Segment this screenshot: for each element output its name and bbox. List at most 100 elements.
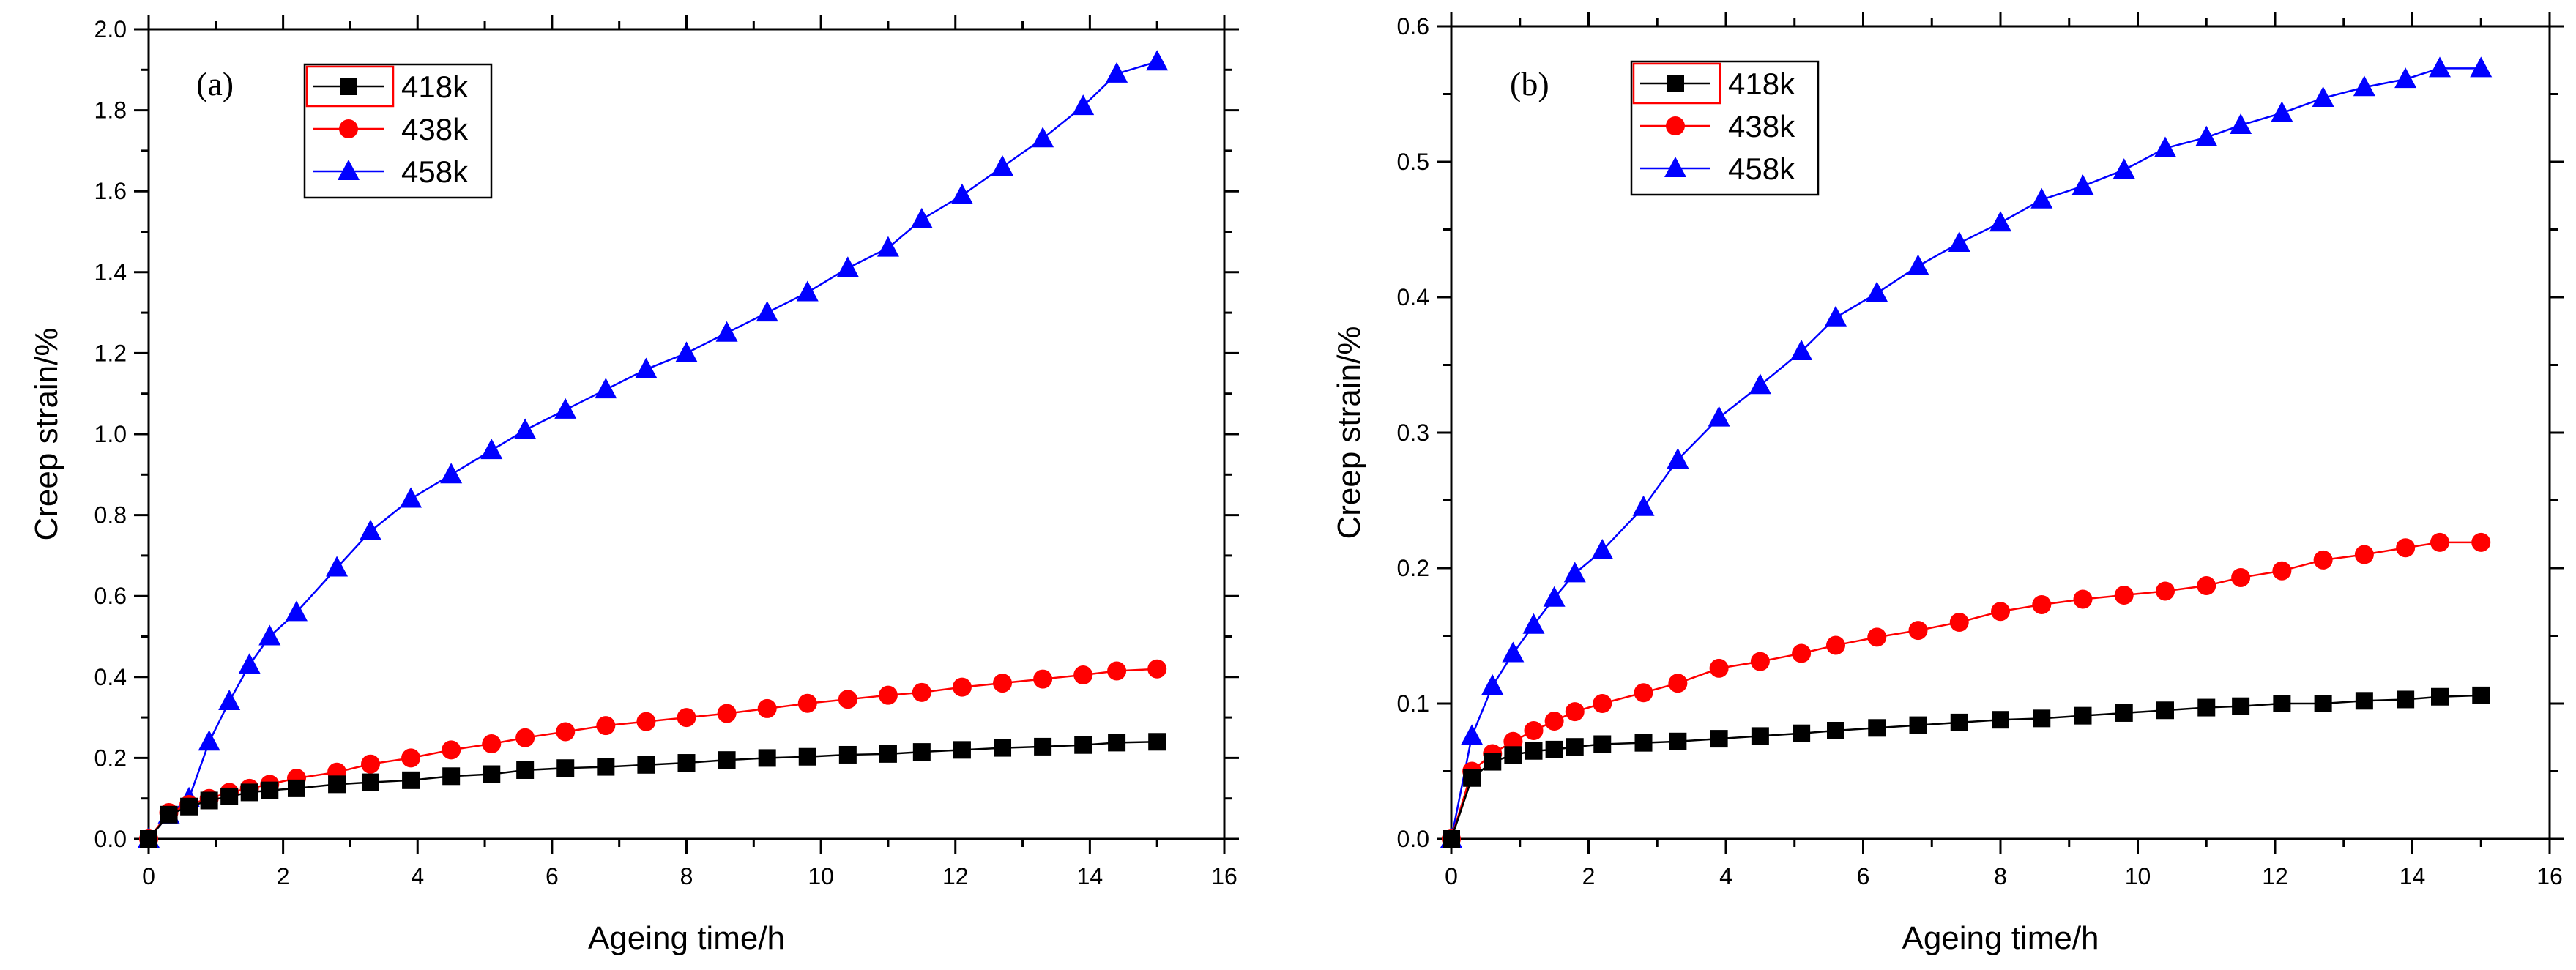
- x-tick-label: 6: [1857, 863, 1870, 889]
- data-point-438k: [2231, 567, 2251, 587]
- data-point-438k: [1593, 694, 1612, 713]
- series-418k: [1443, 686, 2490, 848]
- x-tick-label: 0: [142, 863, 155, 889]
- data-point-458k: [1591, 538, 1614, 559]
- data-point-438k: [1668, 674, 1688, 693]
- data-point-418k: [1504, 746, 1522, 764]
- data-point-458k: [715, 321, 738, 342]
- data-point-458k: [1825, 305, 1847, 327]
- data-point-458k: [675, 341, 698, 362]
- chart-panel-0: 0 2 4 6 8 10 12 14 16 0.0 0.2 0.4 0.6 0.8 1.0 1.2 1.4 1.6…: [29, 15, 1239, 956]
- data-point-418k: [220, 787, 239, 805]
- data-point-438k: [401, 748, 421, 768]
- legend-highlight-frame: [305, 65, 395, 108]
- legend-marker-438k: [339, 119, 358, 138]
- data-point-458k: [1907, 254, 1929, 275]
- data-point-438k: [1949, 613, 1969, 632]
- legend-marker-418k: [1667, 75, 1684, 92]
- data-point-458k: [1667, 448, 1689, 469]
- x-tick-label: 14: [2400, 863, 2426, 889]
- data-point-438k: [2430, 532, 2449, 552]
- data-point-458k: [198, 730, 220, 751]
- data-point-418k: [953, 741, 971, 759]
- x-tick-label: 10: [2125, 863, 2151, 889]
- data-point-418k: [1566, 738, 1584, 756]
- data-point-418k: [838, 745, 857, 764]
- data-point-458k: [910, 207, 933, 228]
- legend-label-438k: 438k: [401, 112, 469, 146]
- legend-marker-458k: [338, 160, 360, 180]
- legend-highlight-frame: [1632, 62, 1721, 105]
- legend-label-438k: 438k: [1728, 109, 1795, 143]
- y-tick-label: 0.4: [94, 664, 127, 690]
- data-point-438k: [2032, 594, 2052, 614]
- data-point-458k: [1461, 724, 1484, 745]
- x-tick-label: 12: [942, 863, 969, 889]
- y-tick-label: 0.2: [1397, 555, 1429, 581]
- panel-label: (b): [1510, 65, 1549, 102]
- data-point-458k: [2271, 101, 2293, 122]
- data-point-418k: [556, 759, 575, 777]
- legend-marker-438k: [1666, 116, 1685, 135]
- data-point-418k: [2273, 695, 2291, 712]
- data-point-438k: [797, 693, 817, 713]
- data-point-438k: [1867, 627, 1887, 647]
- data-point-438k: [1709, 658, 1729, 678]
- y-tick-label: 0.6: [1397, 13, 1429, 40]
- data-point-458k: [1749, 373, 1771, 395]
- data-point-458k: [796, 280, 819, 302]
- data-point-418k: [1793, 724, 1811, 742]
- y-tick-label: 0.3: [1397, 419, 1429, 446]
- data-point-418k: [637, 756, 655, 774]
- data-point-438k: [993, 674, 1013, 693]
- data-point-438k: [2313, 550, 2333, 570]
- legend: 418k 438k 458k: [1630, 60, 1820, 196]
- data-point-438k: [2197, 576, 2216, 596]
- data-point-458k: [554, 398, 577, 419]
- legend-label-458k: 458k: [1728, 152, 1795, 186]
- data-point-418k: [1827, 722, 1844, 739]
- data-point-438k: [1073, 665, 1093, 685]
- data-point-458k: [1948, 231, 1970, 252]
- data-point-438k: [1107, 661, 1127, 681]
- data-point-418k: [879, 745, 897, 763]
- x-axis-label: Ageing time/h: [1902, 920, 2099, 956]
- data-point-458k: [440, 463, 463, 484]
- data-point-418k: [2355, 692, 2373, 710]
- data-point-438k: [2073, 589, 2093, 609]
- data-point-458k: [635, 357, 658, 378]
- data-point-418k: [1909, 716, 1927, 734]
- data-point-458k: [2353, 75, 2375, 97]
- data-point-438k: [1147, 659, 1167, 679]
- data-point-418k: [2033, 709, 2051, 728]
- data-point-418k: [1950, 713, 1968, 731]
- data-point-438k: [1524, 721, 1544, 740]
- data-point-438k: [482, 734, 502, 754]
- data-point-458k: [2030, 187, 2053, 209]
- data-point-418k: [483, 765, 501, 783]
- legend-label-418k: 418k: [401, 70, 469, 104]
- data-point-458k: [1866, 281, 1888, 302]
- data-point-418k: [1751, 727, 1769, 745]
- legend-label-418k: 418k: [1728, 67, 1795, 101]
- data-point-418k: [200, 791, 218, 810]
- data-point-438k: [717, 704, 737, 723]
- data-point-418k: [361, 773, 379, 791]
- data-point-458k: [359, 519, 381, 540]
- x-axis-label: Ageing time/h: [588, 920, 785, 956]
- y-tick-label: 0.5: [1397, 149, 1429, 175]
- y-tick-label: 0.1: [1397, 690, 1429, 717]
- y-axis-label: Creep strain/%: [29, 327, 64, 540]
- x-tick-label: 2: [1582, 863, 1596, 889]
- data-point-418k: [287, 779, 305, 797]
- data-point-438k: [1565, 702, 1585, 722]
- data-point-438k: [757, 698, 777, 718]
- data-point-418k: [718, 751, 736, 769]
- data-point-418k: [240, 783, 258, 802]
- data-point-438k: [1750, 652, 1770, 671]
- x-tick-label: 0: [1445, 863, 1458, 889]
- data-point-418k: [1593, 735, 1612, 753]
- data-point-418k: [140, 830, 157, 848]
- y-tick-label: 1.6: [94, 178, 127, 204]
- data-point-418k: [402, 771, 420, 789]
